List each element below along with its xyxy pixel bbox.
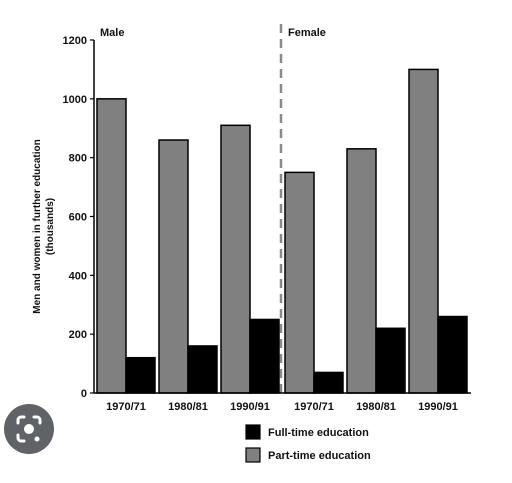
y-tick-label: 600 (69, 212, 87, 224)
bar-part-time (96, 98, 127, 394)
bar-part-time (220, 124, 251, 394)
panel-label: Male (100, 27, 124, 39)
legend-swatch (245, 424, 261, 440)
y-tick-label: 200 (69, 329, 87, 341)
y-axis-title-line: Men and women in further education (32, 139, 43, 313)
legend: Full-time education Part-time education (245, 424, 371, 463)
y-tick-label: 800 (69, 153, 87, 165)
y-tick-label: 0 (81, 388, 87, 400)
bar-part-time (346, 148, 377, 394)
y-tick-label: 1000 (63, 94, 87, 106)
bar-part-time (408, 68, 439, 394)
bar-full-time (125, 356, 156, 394)
x-tick-label: 1980/81 (168, 401, 208, 413)
bar-full-time (437, 315, 468, 394)
x-tick-label: 1970/71 (106, 401, 146, 413)
x-tick-label: 1990/91 (418, 401, 458, 413)
y-tick-label: 400 (69, 270, 87, 282)
panel-label: Female (288, 27, 326, 39)
bar-full-time (249, 318, 280, 394)
bar-full-time (187, 345, 218, 394)
bar-full-time (375, 327, 406, 394)
y-axis-title: Men and women in further education (thous… (32, 139, 56, 313)
legend-label: Part-time education (268, 450, 371, 462)
legend-label: Full-time education (268, 427, 369, 439)
y-tick-label: 1200 (63, 35, 87, 47)
x-tick-label: 1970/71 (294, 401, 334, 413)
y-axis-ticks: 0 200 400 600 800 1000 1200 (63, 35, 94, 400)
bar-part-time (284, 171, 315, 394)
lens-search-button[interactable] (4, 404, 54, 454)
bars (96, 68, 468, 394)
x-axis-ticks: 1970/71 1980/81 1990/91 1970/71 1980/81 1990/… (106, 401, 458, 413)
bar-full-time (313, 371, 344, 394)
panel-labels: Male Female (100, 27, 326, 39)
y-axis-title-line: (thousands) (45, 198, 56, 255)
x-tick-label: 1980/81 (356, 401, 396, 413)
x-tick-label: 1990/91 (230, 401, 270, 413)
bar-part-time (158, 139, 189, 394)
camera-lens-icon (16, 415, 42, 443)
legend-swatch (245, 447, 261, 463)
